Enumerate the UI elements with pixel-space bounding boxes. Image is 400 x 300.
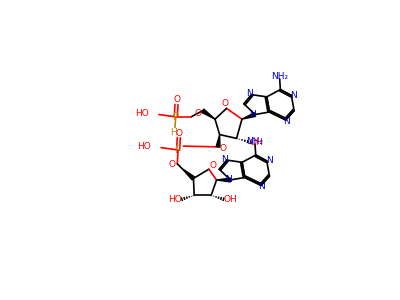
Text: NH₂: NH₂	[246, 137, 264, 146]
Text: OH: OH	[250, 138, 264, 147]
Polygon shape	[216, 178, 230, 182]
Text: O: O	[222, 99, 228, 108]
Text: N: N	[290, 91, 297, 100]
Text: P: P	[175, 145, 181, 155]
Text: O: O	[194, 109, 201, 118]
Polygon shape	[216, 135, 220, 147]
Text: O: O	[220, 144, 227, 153]
Text: P: P	[173, 112, 179, 122]
Text: HO: HO	[137, 142, 151, 151]
Text: H: H	[170, 128, 177, 137]
Text: N: N	[283, 117, 290, 126]
Text: HO: HO	[135, 109, 149, 118]
Text: N: N	[266, 156, 272, 165]
Text: O: O	[209, 161, 216, 170]
Text: NH₂: NH₂	[271, 72, 288, 81]
Text: N: N	[225, 176, 232, 184]
Text: O: O	[175, 128, 182, 137]
Text: N: N	[249, 110, 256, 119]
Text: N: N	[246, 89, 253, 98]
Text: HO: HO	[168, 195, 182, 204]
Text: N: N	[258, 182, 265, 191]
Polygon shape	[242, 113, 256, 119]
Text: O: O	[168, 160, 175, 169]
Text: OH: OH	[224, 195, 237, 204]
Text: O: O	[173, 95, 180, 104]
Polygon shape	[182, 168, 195, 180]
Text: N: N	[221, 155, 228, 164]
Polygon shape	[202, 109, 215, 119]
